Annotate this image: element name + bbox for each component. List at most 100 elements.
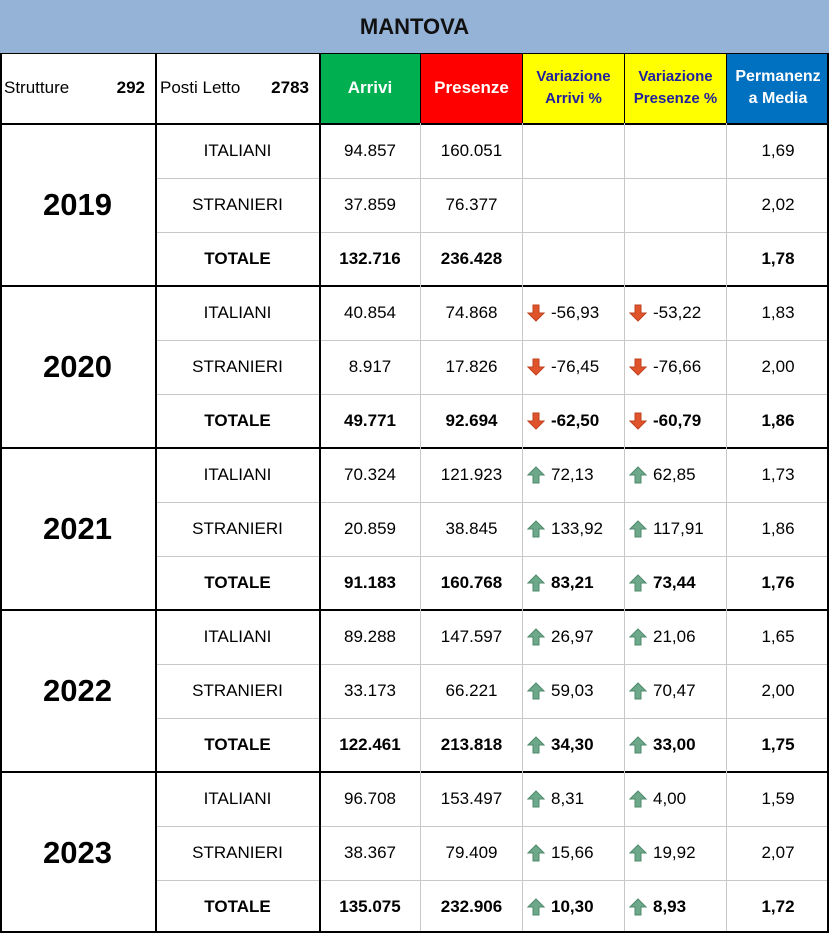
var-arrivi-cell: 26,97 [523,610,624,664]
block-divider [0,609,829,611]
perm-cell: 1,69 [761,141,795,160]
presenze-cell: 160.051 [440,141,503,160]
variation-value: 19,92 [653,843,696,862]
year-label: 2020 [43,349,112,384]
table-border [0,53,2,933]
perm-cell: 2,00 [761,681,795,700]
arrow-up-icon [526,574,546,592]
arrow-up-icon [526,844,546,862]
var-arrivi-cell: 10,30 [523,880,624,934]
arrow-down-icon [628,358,648,376]
arrow-up-icon [526,628,546,646]
presenze-cell: 236.428 [440,249,503,268]
arrow-up-icon [628,790,648,808]
year-label: 2021 [43,511,112,546]
row-divider [156,340,829,341]
variazione-arrivi-header: Variazione Arrivi % [523,53,624,123]
row-label: ITALIANI [203,303,272,322]
variation-value: -53,22 [653,303,702,322]
var-arrivi-cell: 15,66 [523,826,624,880]
perm-cell: 2,02 [761,195,795,214]
var-presenze-cell: 33,00 [625,718,726,772]
permanenza-line2: a Media [748,90,808,107]
arrivi-cell: 89.288 [344,627,396,646]
row-label: STRANIERI [192,681,283,700]
perm-cell: 1,73 [761,465,795,484]
variation-value: 10,30 [551,897,594,916]
strutture-label: Strutture [4,78,70,97]
row-label: ITALIANI [203,627,272,646]
arrow-up-icon [628,466,648,484]
row-label: STRANIERI [192,195,283,214]
column-divider [319,53,321,933]
row-label: TOTALE [204,249,271,268]
variazione-presenze-header: Variazione Presenze % [625,53,726,123]
variation-value: 59,03 [551,681,594,700]
arrivi-cell: 96.708 [344,789,396,808]
arrow-up-icon [526,898,546,916]
permanenza-line1: Permanenz [735,68,821,85]
arrow-down-icon [526,304,546,322]
perm-cell: 1,59 [761,789,795,808]
var-arrivi-cell: 34,30 [523,718,624,772]
var-arrivi-cell [523,124,624,178]
var-arrivi-cell: 59,03 [523,664,624,718]
var-arrivi-cell: -62,50 [523,394,624,448]
column-divider [155,53,157,933]
arrivi-cell: 122.461 [339,735,401,754]
header-divider [420,53,421,123]
variation-value: 133,92 [551,519,603,538]
strutture-header: Strutture 292 [0,53,155,123]
var-arrivi-cell [523,178,624,232]
var-presenze-cell: 21,06 [625,610,726,664]
table-border [0,53,829,54]
row-label: STRANIERI [192,843,283,862]
permanenza-media-header: Permanenz a Media [727,53,829,123]
arrow-up-icon [628,520,648,538]
row-label: ITALIANI [203,465,272,484]
block-divider [0,285,829,287]
arrivi-header: Arrivi [320,53,420,123]
row-label: TOTALE [204,735,271,754]
arrow-down-icon [526,412,546,430]
presenze-cell: 92.694 [445,411,498,430]
header-divider [522,53,523,123]
arrivi-cell: 20.859 [344,519,396,538]
variation-value: 8,31 [551,789,585,808]
var-arrivi-cell: -56,93 [523,286,624,340]
var-presenze-cell: 4,00 [625,772,726,826]
perm-cell: 1,86 [761,411,795,430]
variation-value: 62,85 [653,465,696,484]
row-divider [156,664,829,665]
presenze-cell: 66.221 [445,681,498,700]
arrow-up-icon [526,466,546,484]
arrivi-cell: 49.771 [344,411,396,430]
variation-value: -62,50 [551,411,600,430]
row-divider [156,394,829,395]
row-label: ITALIANI [203,789,272,808]
table-border [827,53,829,933]
row-label: TOTALE [204,897,271,916]
arrivi-cell: 135.075 [339,897,401,916]
arrow-up-icon [628,682,648,700]
variation-value: 8,93 [653,897,687,916]
year-label: 2019 [43,187,112,222]
variation-value: 117,91 [653,519,704,538]
block-divider [0,771,829,773]
variation-value: 34,30 [551,735,594,754]
arrow-down-icon [526,358,546,376]
variation-value: -76,66 [653,357,702,376]
column-divider [726,53,727,933]
variation-value: 4,00 [653,789,687,808]
row-label: STRANIERI [192,357,283,376]
arrivi-cell: 40.854 [344,303,396,322]
row-divider [156,556,829,557]
variazione-presenze-line2: Presenze % [633,90,718,107]
variation-value: 21,06 [653,627,696,646]
arrivi-cell: 8.917 [348,357,392,376]
presenze-cell: 74.868 [445,303,498,322]
perm-cell: 1,65 [761,627,795,646]
presenze-cell: 160.768 [440,573,503,592]
row-label: ITALIANI [203,141,272,160]
